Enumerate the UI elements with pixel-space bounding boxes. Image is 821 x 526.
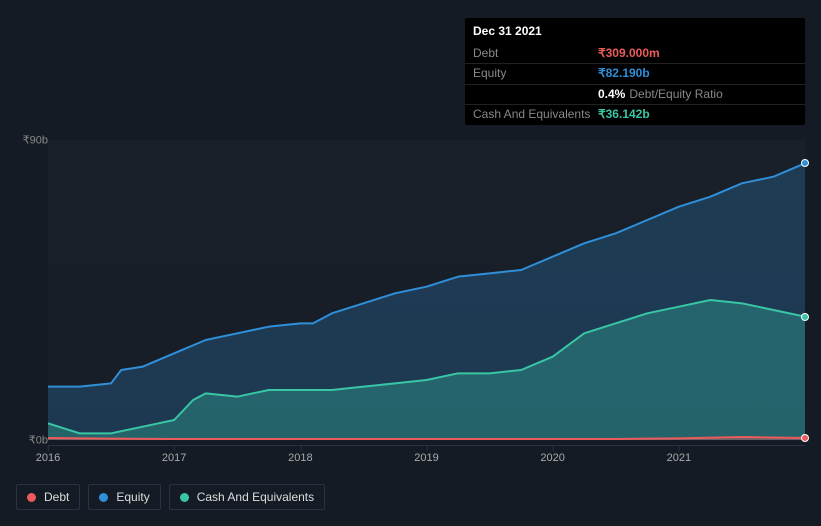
tooltip-ratio: 0.4%Debt/Equity Ratio bbox=[598, 87, 723, 103]
tooltip-row: 0.4%Debt/Equity Ratio bbox=[465, 84, 805, 105]
x-tick-label: 2017 bbox=[162, 452, 186, 464]
tooltip-value: ₹309.000m bbox=[598, 46, 660, 62]
legend-item[interactable]: Debt bbox=[16, 484, 80, 510]
tooltip-label bbox=[473, 87, 598, 103]
tooltip-row: Debt₹309.000m bbox=[465, 44, 805, 64]
series-end-marker bbox=[801, 313, 809, 321]
x-tick-label: 2020 bbox=[540, 452, 564, 464]
legend-label: Equity bbox=[116, 490, 149, 504]
x-tick-label: 2019 bbox=[414, 452, 438, 464]
series-end-marker bbox=[801, 434, 809, 442]
legend-label: Cash And Equivalents bbox=[197, 490, 314, 504]
tooltip-row: Equity₹82.190b bbox=[465, 63, 805, 84]
series-end-marker bbox=[801, 159, 809, 167]
legend-swatch bbox=[27, 493, 36, 502]
x-axis: 201620172018201920202021 bbox=[48, 445, 805, 475]
chart-tooltip: Dec 31 2021 Debt₹309.000mEquity₹82.190b0… bbox=[465, 18, 805, 125]
tooltip-value: ₹82.190b bbox=[598, 66, 650, 82]
legend: Debt Equity Cash And Equivalents bbox=[16, 484, 325, 510]
x-tick-label: 2018 bbox=[288, 452, 312, 464]
legend-item[interactable]: Equity bbox=[88, 484, 160, 510]
legend-item[interactable]: Cash And Equivalents bbox=[169, 484, 325, 510]
x-tick-label: 2021 bbox=[667, 452, 691, 464]
tooltip-date: Dec 31 2021 bbox=[465, 18, 805, 44]
tooltip-label: Debt bbox=[473, 46, 598, 62]
debt-equity-chart: ₹0b ₹90b 2016 2017 2018 2019 2020 2021 bbox=[16, 120, 805, 470]
legend-swatch bbox=[99, 493, 108, 502]
plot-area[interactable] bbox=[48, 140, 805, 440]
legend-swatch bbox=[180, 493, 189, 502]
legend-label: Debt bbox=[44, 490, 69, 504]
y-tick-label: ₹0b bbox=[29, 434, 48, 447]
tooltip-label: Equity bbox=[473, 66, 598, 82]
x-tick-label: 2016 bbox=[36, 452, 60, 464]
y-tick-label: ₹90b bbox=[23, 134, 48, 147]
